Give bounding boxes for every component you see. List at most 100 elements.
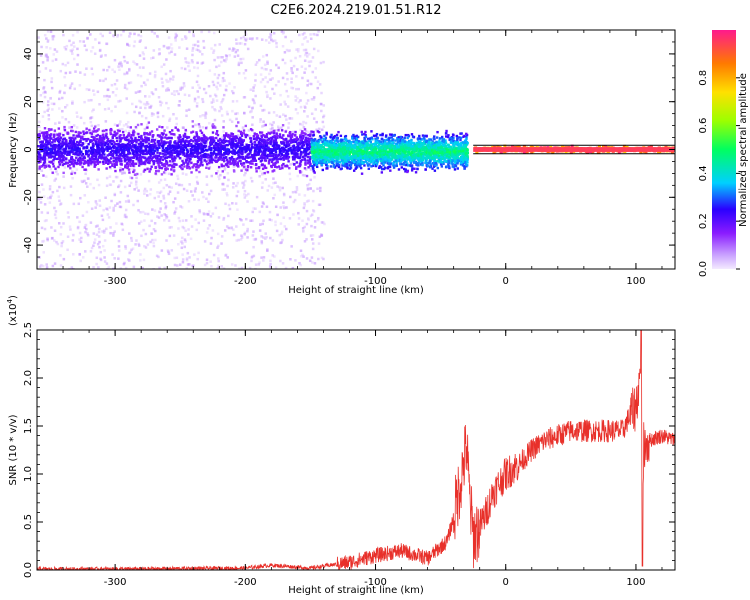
heatmap-cell [51, 264, 55, 268]
heatmap-cell [388, 133, 392, 136]
heatmap-cell [238, 146, 242, 149]
heatmap-cell [70, 129, 73, 133]
heatmap-cell [201, 126, 205, 129]
heatmap-cell [173, 159, 176, 162]
heatmap-cell [303, 128, 307, 131]
heatmap-cell [160, 166, 164, 170]
heatmap-cell [115, 163, 118, 166]
heatmap-cell [195, 141, 199, 144]
heatmap-cell [174, 148, 177, 151]
heatmap-cell [215, 65, 218, 69]
heatmap-cell [186, 166, 189, 170]
heatmap-cell [295, 186, 299, 189]
heatmap-cell [174, 32, 178, 36]
heatmap-cell [158, 266, 161, 269]
heatmap-cell [114, 161, 118, 164]
heatmap-cell [176, 264, 179, 267]
heatmap-cell [244, 124, 248, 128]
heatmap-cell [283, 100, 286, 104]
heatmap-cell [49, 147, 53, 150]
heatmap-cell [266, 170, 270, 174]
heatmap-cell [255, 137, 258, 140]
heatmap-cell [267, 154, 270, 158]
heatmap-cell [361, 154, 364, 157]
heatmap-cell [101, 151, 105, 155]
heatmap-cell [41, 240, 44, 243]
heatmap-cell [116, 139, 119, 143]
heatmap-cell [399, 137, 403, 141]
heatmap-cell [59, 264, 63, 267]
heatmap-cell [45, 266, 49, 269]
heatmap-cell [185, 147, 189, 150]
heatmap-cell [49, 47, 52, 50]
heatmap-cell [142, 170, 146, 173]
heatmap-cell [147, 142, 151, 145]
heatmap-cell [121, 143, 124, 146]
heatmap-cell [222, 218, 225, 221]
heatmap-cell [186, 263, 190, 266]
heatmap-cell [175, 256, 179, 260]
heatmap-cell [305, 222, 309, 226]
heatmap-cell [240, 148, 244, 151]
heatmap-cell [56, 139, 60, 143]
heatmap-cell [364, 160, 367, 164]
heatmap-cell [232, 135, 235, 138]
heatmap-cell [187, 108, 191, 112]
heatmap-cell [155, 254, 159, 258]
heatmap-cell [99, 32, 102, 36]
heatmap-cell [195, 163, 198, 166]
heatmap-cell [171, 78, 175, 81]
heatmap-cell [232, 165, 236, 168]
heatmap-cell [45, 135, 49, 138]
heatmap-cell [50, 160, 53, 163]
heatmap-cell [119, 99, 122, 103]
heatmap-cell [243, 165, 246, 168]
heatmap-cell [278, 188, 282, 192]
heatmap-cell [179, 147, 182, 151]
heatmap-cell [245, 194, 248, 197]
heatmap-cell [144, 246, 148, 249]
heatmap-cell [281, 166, 284, 170]
heatmap-cell [102, 68, 105, 72]
heatmap-cell [188, 183, 191, 186]
heatmap-cell [188, 160, 191, 163]
heatmap-cell [82, 156, 85, 159]
heatmap-cell [177, 140, 180, 143]
heatmap-cell [166, 152, 170, 155]
heatmap-cell [105, 94, 109, 98]
heatmap-cell [304, 162, 307, 165]
heatmap-cell [167, 172, 171, 176]
heatmap-cell [303, 71, 306, 74]
heatmap-cell [94, 156, 98, 159]
heatmap-cell [152, 151, 156, 155]
heatmap-cell [322, 257, 325, 261]
heatmap-cell [371, 164, 375, 167]
heatmap-cell [118, 122, 121, 126]
heatmap-cell [241, 57, 245, 61]
heatmap-cell [305, 174, 309, 178]
heatmap-cell [86, 37, 89, 40]
heatmap-cell [242, 96, 246, 99]
heatmap-cell [238, 267, 241, 269]
heatmap-cell [76, 216, 79, 219]
heatmap-cell [191, 145, 194, 149]
heatmap-cell [112, 152, 115, 156]
heatmap-cell [51, 141, 54, 144]
heatmap-cell [156, 156, 159, 160]
heatmap-cell [307, 143, 311, 147]
heatmap-cell [86, 233, 90, 237]
heatmap-cell [272, 121, 275, 124]
heatmap-cell [195, 102, 199, 105]
heatmap-cell [84, 138, 87, 141]
heatmap-cell [195, 175, 199, 179]
heatmap-cell [261, 167, 265, 171]
heatmap-cell [162, 171, 166, 174]
heatmap-cell [209, 154, 213, 157]
heatmap-cell [109, 132, 113, 136]
heatmap-cell [210, 264, 213, 268]
heatmap-cell [254, 79, 257, 82]
heatmap-cell [139, 157, 143, 161]
heatmap-cell [107, 147, 110, 150]
heatmap-cell [307, 147, 311, 151]
heatmap-cell [145, 138, 148, 141]
